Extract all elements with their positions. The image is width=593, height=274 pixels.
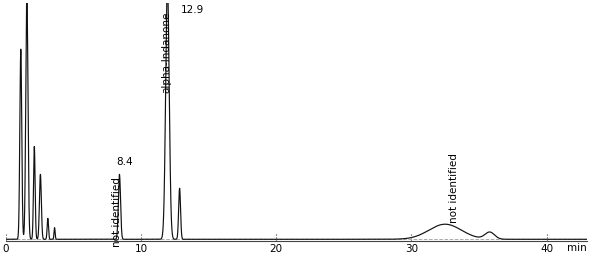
Text: not identified: not identified <box>112 177 122 247</box>
Text: 12.9: 12.9 <box>181 5 204 15</box>
Text: alpha-Indanone: alpha-Indanone <box>161 12 171 93</box>
Text: min: min <box>567 242 586 253</box>
Text: 8.4: 8.4 <box>116 157 133 167</box>
Text: not identified: not identified <box>449 153 459 223</box>
